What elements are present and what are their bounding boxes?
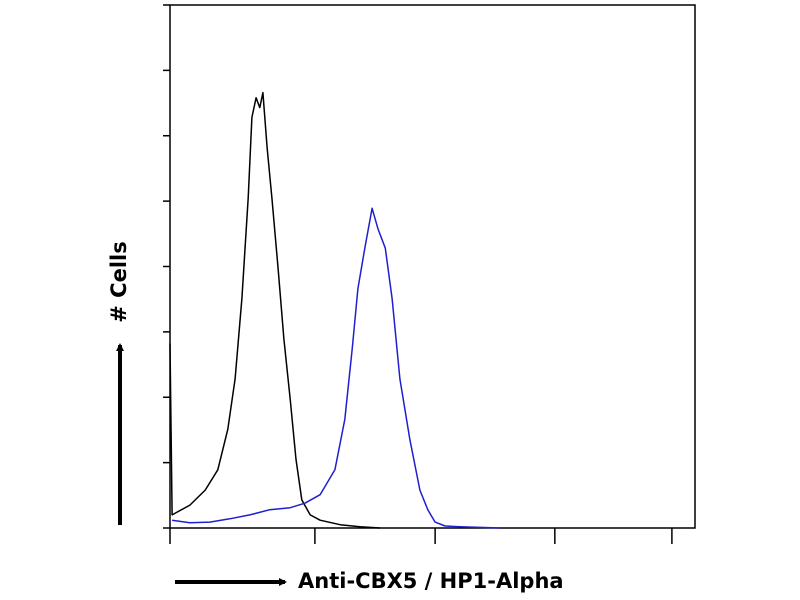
histogram-line bbox=[169, 91, 381, 529]
plot-frame bbox=[169, 4, 696, 529]
histogram-line bbox=[171, 207, 501, 529]
y-axis-label: # Cells bbox=[107, 241, 131, 322]
x-axis-label: Anti-CBX5 / HP1-Alpha bbox=[298, 569, 564, 593]
